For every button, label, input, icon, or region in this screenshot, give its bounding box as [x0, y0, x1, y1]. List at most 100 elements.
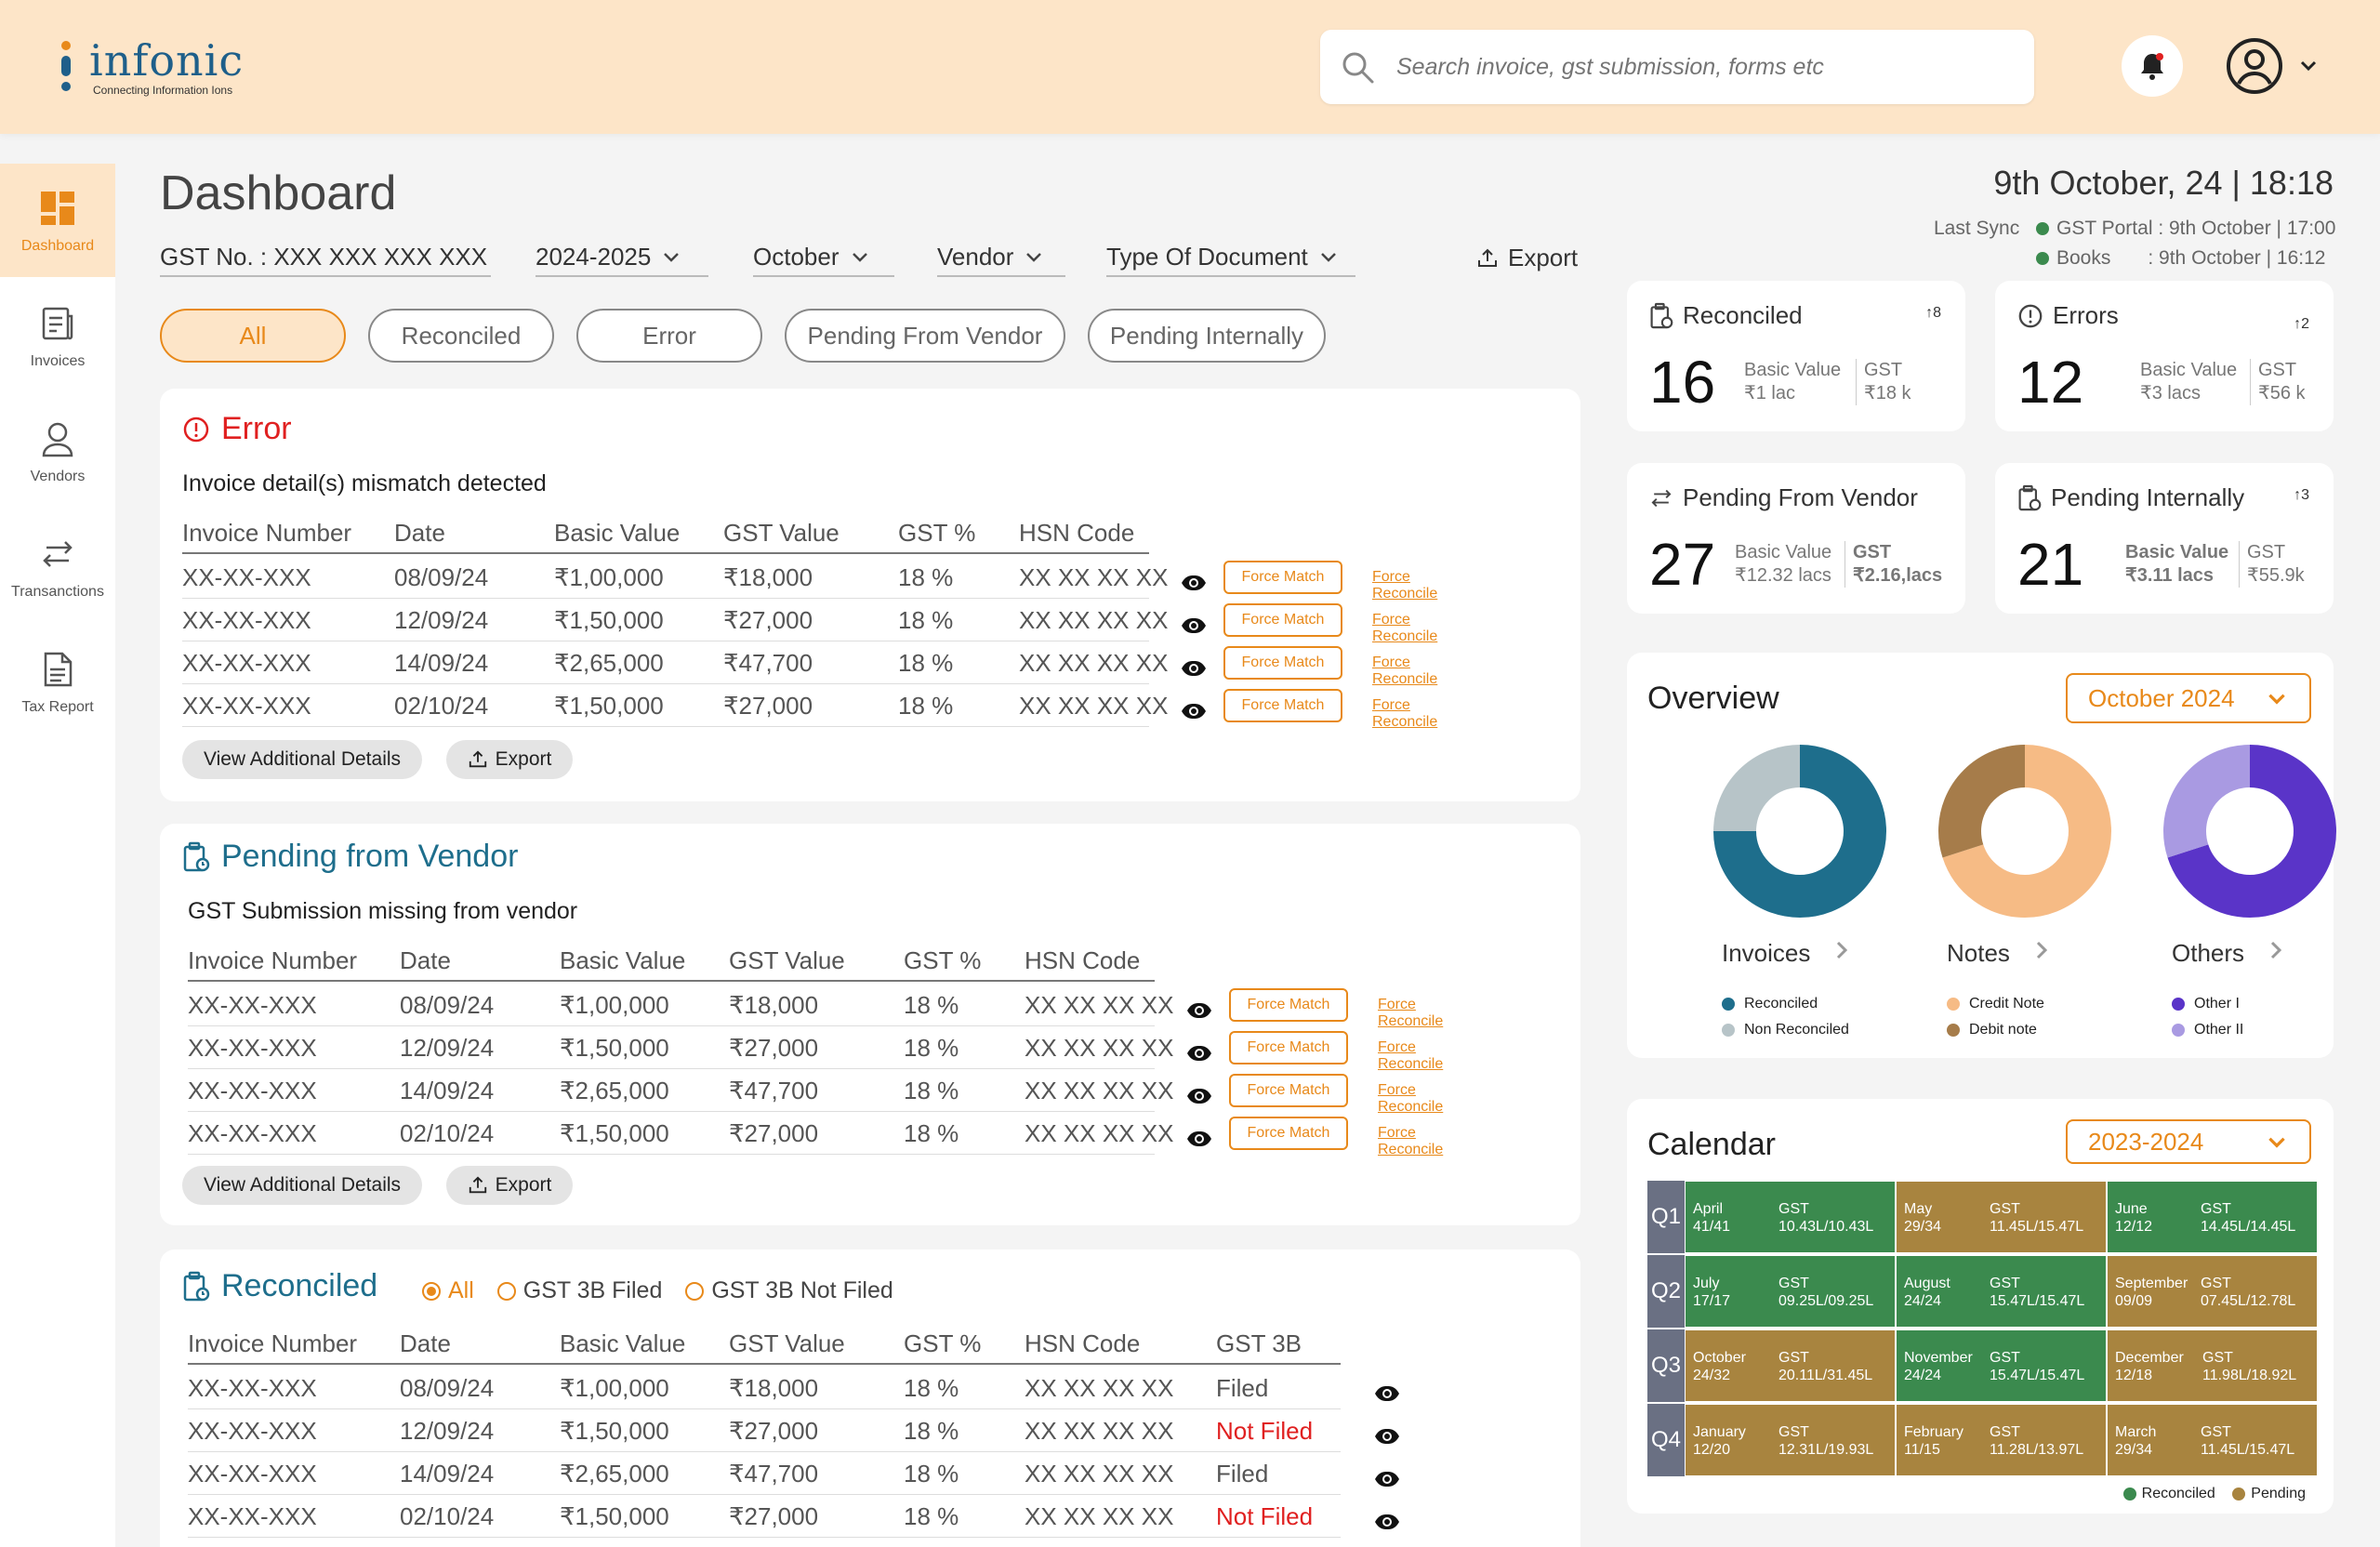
filter-pill-error[interactable]: Error — [576, 309, 762, 363]
eye-icon[interactable] — [1186, 1082, 1212, 1104]
force-match-button[interactable]: Force Match — [1223, 603, 1342, 637]
calendar-month-cell[interactable]: August 24/24 GST 15.47L/15.47L — [1896, 1255, 2107, 1328]
filter-pill-pending-vendor[interactable]: Pending From Vendor — [785, 309, 1065, 363]
sidebar-item-invoices[interactable]: Invoices — [0, 279, 115, 392]
filter-pill-all[interactable]: All — [160, 309, 346, 363]
eye-icon[interactable] — [1186, 1039, 1212, 1061]
month-info: June 12/12 — [2115, 1200, 2152, 1236]
search-bar[interactable] — [1320, 30, 2034, 104]
donut-label-notes[interactable]: Notes — [1947, 939, 2049, 968]
radio-gst3b-not-filed[interactable]: GST 3B Not Filed — [685, 1277, 893, 1303]
force-match-button[interactable]: Force Match — [1223, 689, 1342, 722]
month-count: 12/12 — [2115, 1219, 2153, 1235]
table-cell: XX XX XX XX — [1025, 1119, 1174, 1147]
logo-dots-icon — [60, 41, 73, 97]
table-cell: XX-XX-XXX — [188, 1077, 317, 1104]
quarter-label: Q4 — [1647, 1404, 1685, 1476]
stat-card-pending-vendor[interactable]: Pending From Vendor 27 Basic Value ₹12.32… — [1627, 463, 1965, 614]
force-reconcile-link[interactable]: Force Reconcile — [1378, 1082, 1444, 1115]
force-match-button[interactable]: Force Match — [1223, 646, 1342, 680]
chevron-right-icon — [1834, 939, 1849, 968]
table-cell: Filed — [1216, 1374, 1269, 1402]
eye-icon[interactable] — [1374, 1508, 1400, 1529]
gst-value: 07.45L/12.78L — [2201, 1293, 2296, 1309]
eye-icon[interactable] — [1186, 1125, 1212, 1146]
stat-card-reconciled[interactable]: Reconciled ↑8 16 Basic Value ₹1 lac GST ₹1… — [1627, 281, 1965, 431]
month-name: May — [1904, 1201, 1933, 1217]
vendor-dropdown[interactable]: Vendor — [937, 238, 1065, 277]
force-match-button[interactable]: Force Match — [1229, 1031, 1348, 1064]
radio-all[interactable]: All — [422, 1277, 474, 1303]
calendar-month-cell[interactable]: April 41/41 GST 10.43L/10.43L — [1685, 1181, 1896, 1253]
stat-gst: GST ₹55.9k — [2239, 541, 2305, 588]
calendar-month-cell[interactable]: July 17/17 GST 09.25L/09.25L — [1685, 1255, 1896, 1328]
month-gst: GST 15.47L/15.47L — [1990, 1275, 2084, 1310]
force-reconcile-link[interactable]: Force Reconcile — [1372, 612, 1438, 644]
calendar-month-cell[interactable]: March 29/34 GST 11.45L/15.47L — [2107, 1404, 2318, 1476]
calendar-month-cell[interactable]: November 24/24 GST 15.47L/15.47L — [1896, 1329, 2107, 1402]
export-button[interactable]: Export — [1476, 244, 1578, 272]
card-export-button[interactable]: Export — [446, 740, 573, 779]
month-dropdown[interactable]: October — [753, 238, 894, 277]
force-reconcile-link[interactable]: Force Reconcile — [1372, 697, 1438, 730]
eye-icon[interactable] — [1181, 654, 1207, 676]
table-cell: XX-XX-XXX — [188, 1460, 317, 1488]
eye-icon[interactable] — [1186, 997, 1212, 1018]
top-header: infonic Connecting Information Ions — [0, 0, 2380, 134]
eye-icon[interactable] — [1181, 612, 1207, 633]
radio-unchecked-icon — [496, 1282, 516, 1302]
force-match-button[interactable]: Force Match — [1223, 561, 1342, 594]
eye-icon[interactable] — [1181, 569, 1207, 590]
export-label: Export — [495, 748, 552, 770]
legend-swatch — [1722, 997, 1735, 1011]
donut-label-others[interactable]: Others — [2172, 939, 2283, 968]
table-row: XX-XX-XXX 12/09/24 ₹1,50,000 ₹27,000 18 % XX … — [182, 599, 1168, 641]
force-match-button[interactable]: Force Match — [1229, 988, 1348, 1022]
table-cell: XX XX XX XX — [1025, 1460, 1174, 1488]
filter-pill-pending-internally[interactable]: Pending Internally — [1088, 309, 1326, 363]
overview-period-dropdown[interactable]: October 2024 — [2066, 673, 2311, 723]
force-reconcile-link[interactable]: Force Reconcile — [1378, 1125, 1444, 1157]
eye-icon[interactable] — [1374, 1422, 1400, 1444]
notification-button[interactable] — [2122, 35, 2183, 97]
user-menu-button[interactable] — [2226, 35, 2328, 97]
document-type-dropdown[interactable]: Type Of Document — [1106, 238, 1355, 277]
force-match-button[interactable]: Force Match — [1229, 1117, 1348, 1150]
calendar-month-cell[interactable]: October 24/32 GST 20.11L/31.45L — [1685, 1329, 1896, 1402]
gst-label: GST — [1990, 1350, 2020, 1366]
year-dropdown[interactable]: 2024-2025 — [536, 238, 708, 277]
search-input[interactable] — [1396, 48, 2010, 86]
force-reconcile-link[interactable]: Force Reconcile — [1378, 1039, 1444, 1072]
calendar-month-cell[interactable]: May 29/34 GST 11.45L/15.47L — [1896, 1181, 2107, 1253]
view-details-button[interactable]: View Additional Details — [182, 740, 422, 779]
gst-number-dropdown[interactable]: GST No. : XXX XXX XXX XXX — [160, 238, 491, 277]
stat-card-errors[interactable]: Errors ↑2 12 Basic Value ₹3 lacs GST ₹56 k — [1995, 281, 2334, 431]
view-details-button[interactable]: View Additional Details — [182, 1166, 422, 1205]
calendar-month-cell[interactable]: December 12/18 GST 11.98L/18.92L — [2107, 1329, 2318, 1402]
force-match-button[interactable]: Force Match — [1229, 1074, 1348, 1107]
donut-label-invoices[interactable]: Invoices — [1722, 939, 1849, 968]
radio-gst3b-filed[interactable]: GST 3B Filed — [496, 1277, 662, 1303]
filter-pill-reconciled[interactable]: Reconciled — [368, 309, 554, 363]
force-reconcile-link[interactable]: Force Reconcile — [1372, 654, 1438, 687]
sidebar-item-transactions[interactable]: Transanctions — [0, 509, 115, 623]
sidebar-item-tax-report[interactable]: Tax Report — [0, 625, 115, 738]
calendar-month-cell[interactable]: January 12/20 GST 12.31L/19.93L — [1685, 1404, 1896, 1476]
calendar-month-cell[interactable]: September 09/09 GST 07.45L/12.78L — [2107, 1255, 2318, 1328]
table-cell: 18 % — [904, 991, 959, 1019]
sidebar-item-dashboard[interactable]: Dashboard — [0, 164, 115, 277]
eye-icon[interactable] — [1374, 1465, 1400, 1487]
sidebar-item-label: Tax Report — [21, 699, 94, 715]
card-export-button[interactable]: Export — [446, 1166, 573, 1205]
calendar-month-cell[interactable]: February 11/15 GST 11.28L/13.97L — [1896, 1404, 2107, 1476]
force-reconcile-link[interactable]: Force Reconcile — [1372, 569, 1438, 602]
stat-card-pending-internally[interactable]: Pending Internally ↑3 21 Basic Value ₹3.1… — [1995, 463, 2334, 614]
sidebar-item-vendors[interactable]: Vendors — [0, 394, 115, 508]
calendar-year-dropdown[interactable]: 2023-2024 — [2066, 1119, 2311, 1164]
eye-icon[interactable] — [1374, 1380, 1400, 1401]
force-reconcile-link[interactable]: Force Reconcile — [1378, 997, 1444, 1029]
brand-tagline: Connecting Information Ions — [93, 84, 233, 97]
eye-icon[interactable] — [1181, 697, 1207, 719]
donut-chart-invoices — [1713, 745, 1886, 918]
calendar-month-cell[interactable]: June 12/12 GST 14.45L/14.45L — [2107, 1181, 2318, 1253]
